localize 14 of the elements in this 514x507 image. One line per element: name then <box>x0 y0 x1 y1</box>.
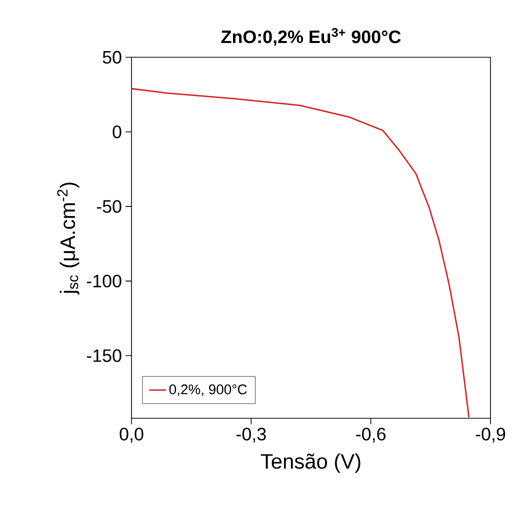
y-tick-label: 50 <box>102 50 122 64</box>
x-tick-label: 0,0 <box>120 428 144 443</box>
x-axis-title: Tensão (V) <box>260 453 360 473</box>
x-tick-label: -0,6 <box>356 428 386 443</box>
y-tick-label: -100 <box>86 274 122 288</box>
x-tick-label: -0,9 <box>476 428 506 443</box>
x-tick-label: -0,3 <box>236 428 266 443</box>
legend-label: 0,2%, 900°C <box>169 384 247 396</box>
y-tick-label: -50 <box>96 200 122 213</box>
chart-title: ZnO:0,2% Eu$^{3+}$ 900°C <box>221 28 401 46</box>
line-series <box>132 88 470 418</box>
y-tick-label: -150 <box>86 349 122 362</box>
y-axis-title: j$_{sc}$ (μA.cm$^{-2}$) <box>57 182 80 295</box>
y-tick-label: 0 <box>112 126 122 138</box>
